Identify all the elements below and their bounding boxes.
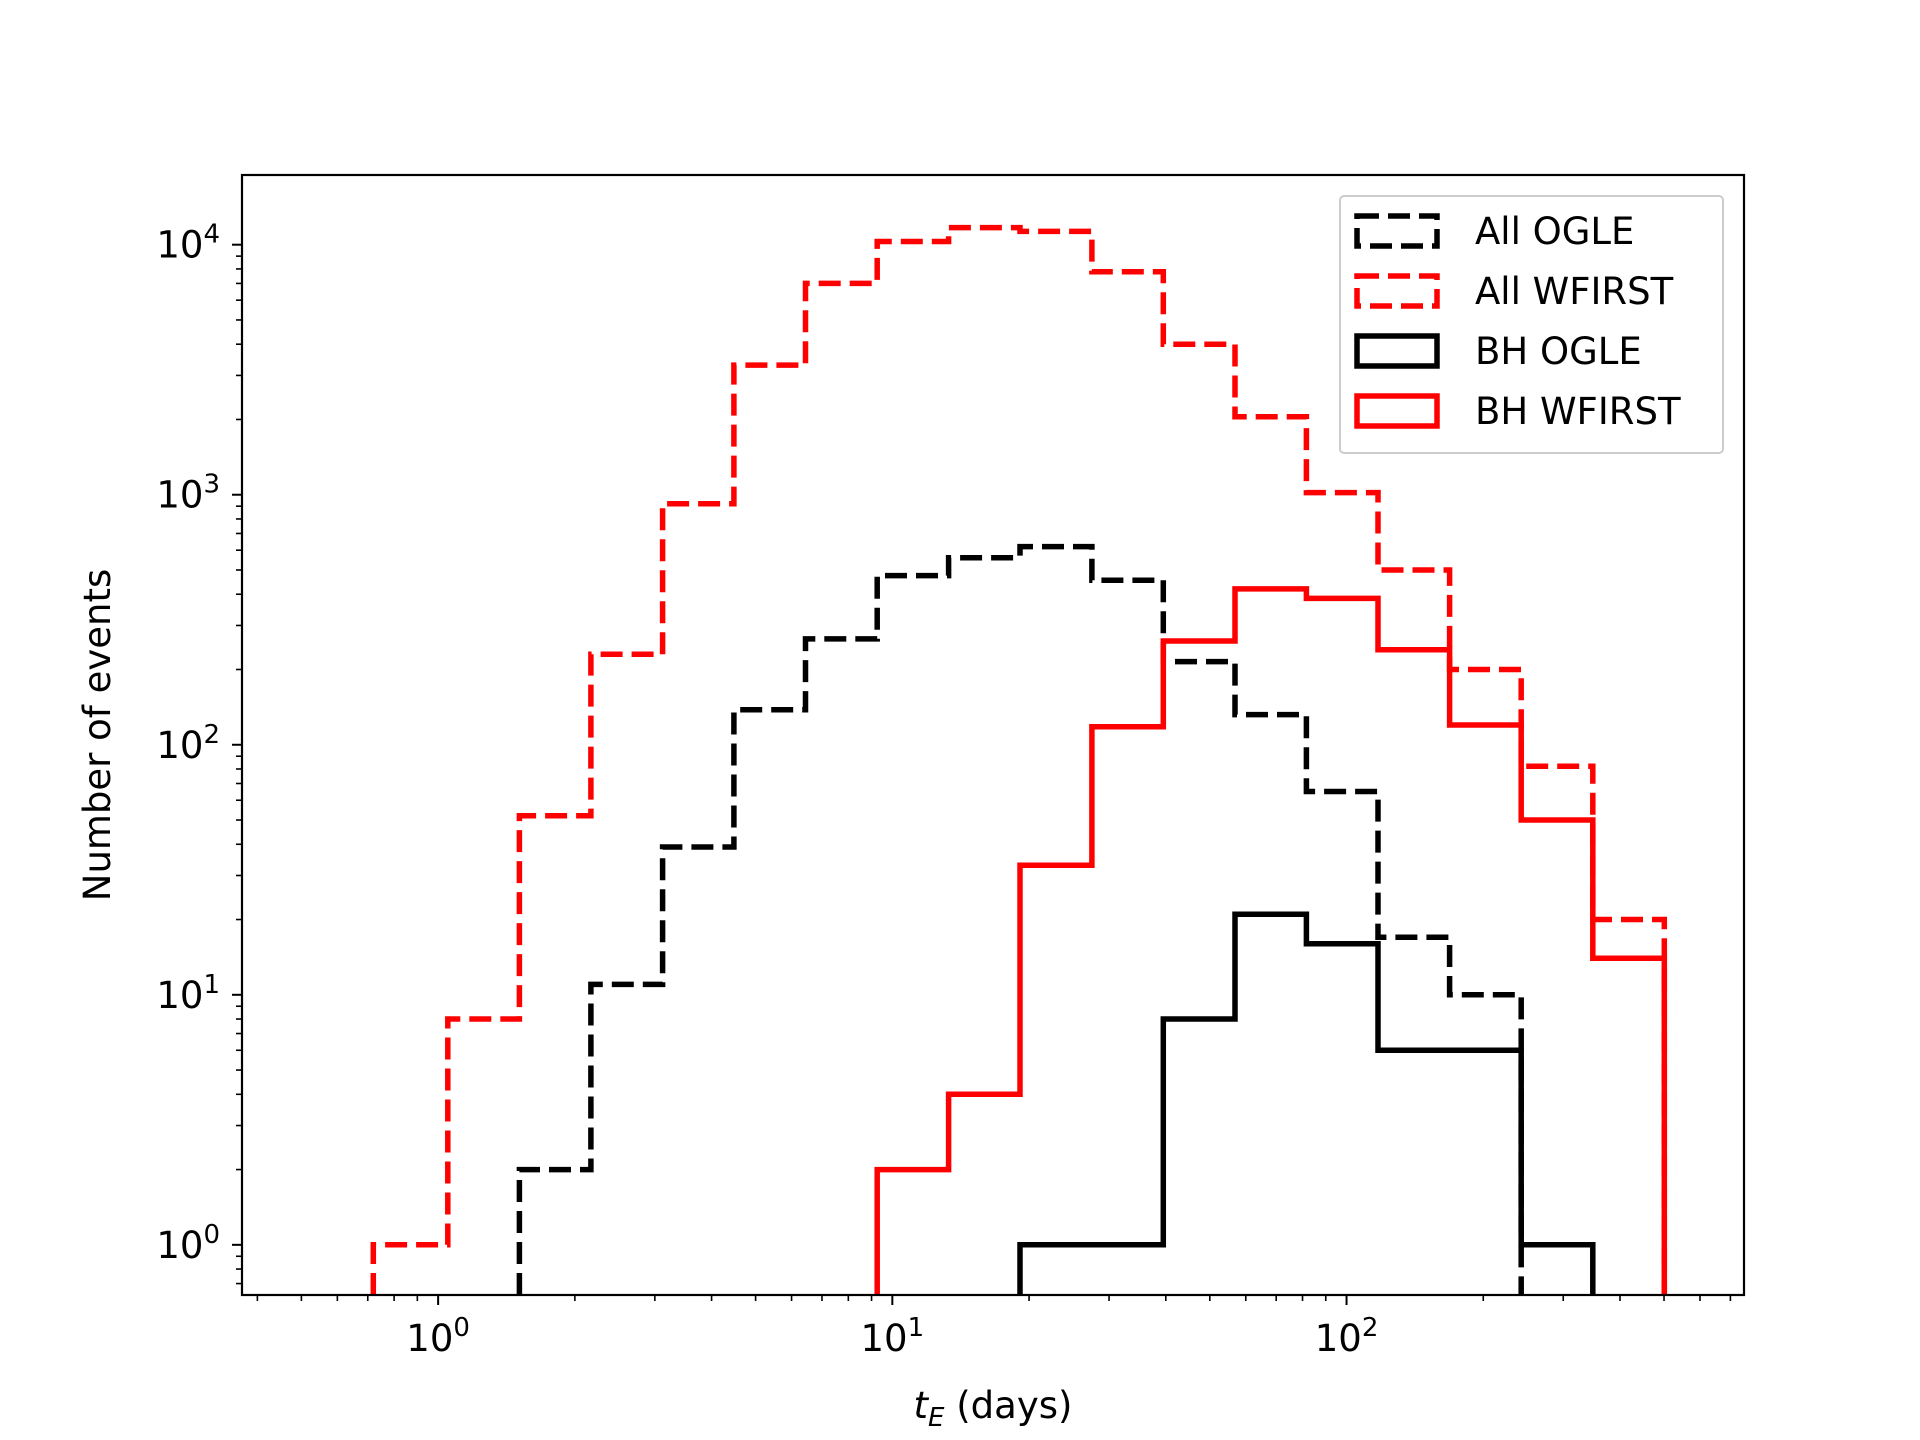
- x-axis-label-rest: (days): [944, 1384, 1072, 1427]
- legend: All OGLE All WFIRST BH OGLE BH WFIRST: [1339, 195, 1724, 454]
- series-bh-wfirst: [874, 586, 1668, 1295]
- x-tick-label-exp: 1: [908, 1313, 925, 1343]
- y-tick-label-base: 10: [156, 974, 203, 1017]
- y-tick-label-exp: 3: [203, 470, 220, 500]
- y-tick-label: 102: [156, 720, 220, 767]
- x-tick-label-base: 10: [1315, 1317, 1362, 1360]
- series-all-ogle: [516, 543, 1524, 1295]
- y-tick-label: 100: [156, 1220, 220, 1267]
- y-tick-label-base: 10: [156, 224, 203, 267]
- y-tick-label: 104: [156, 220, 220, 267]
- axes-frame: [240, 173, 1746, 1297]
- legend-swatch-all-ogle: [1354, 213, 1440, 249]
- series-layer: [370, 224, 1668, 1295]
- y-tick-label: 101: [156, 970, 220, 1017]
- legend-swatch-bh-wfirst: [1354, 393, 1440, 429]
- y-axis-label: Number of events: [76, 569, 119, 901]
- series-all-wfirst: [370, 224, 1668, 1295]
- y-tick-label-base: 10: [156, 474, 203, 517]
- x-axis-label-main: t: [914, 1384, 930, 1427]
- x-tick-label-exp: 0: [453, 1313, 470, 1343]
- legend-swatch-bh-ogle: [1354, 333, 1440, 369]
- legend-label: BH OGLE: [1475, 330, 1642, 373]
- y-tick-label-base: 10: [156, 724, 203, 767]
- x-tick-label: 100: [406, 1313, 470, 1360]
- x-tick-label: 101: [861, 1313, 925, 1360]
- x-tick-label-exp: 2: [1362, 1313, 1379, 1343]
- y-tick-label-exp: 0: [203, 1220, 220, 1250]
- series-bh-ogle: [1017, 911, 1596, 1295]
- x-tick-label: 102: [1315, 1313, 1379, 1360]
- x-tick-label-base: 10: [861, 1317, 908, 1360]
- legend-label: All WFIRST: [1475, 270, 1674, 313]
- y-tick-label-base: 10: [156, 1224, 203, 1267]
- y-tick-label-exp: 4: [203, 220, 220, 250]
- x-axis-label-subscript: E: [928, 1403, 945, 1433]
- x-tick-label-base: 10: [406, 1317, 453, 1360]
- legend-swatch-all-wfirst: [1354, 273, 1440, 309]
- y-tick-label-exp: 2: [203, 720, 220, 750]
- y-tick-label-exp: 1: [203, 970, 220, 1000]
- legend-label: All OGLE: [1475, 210, 1634, 253]
- legend-label: BH WFIRST: [1475, 390, 1681, 433]
- legend-frame: [1339, 195, 1724, 454]
- y-tick-label: 103: [156, 470, 220, 517]
- x-axis-label: tE (days): [914, 1384, 1073, 1433]
